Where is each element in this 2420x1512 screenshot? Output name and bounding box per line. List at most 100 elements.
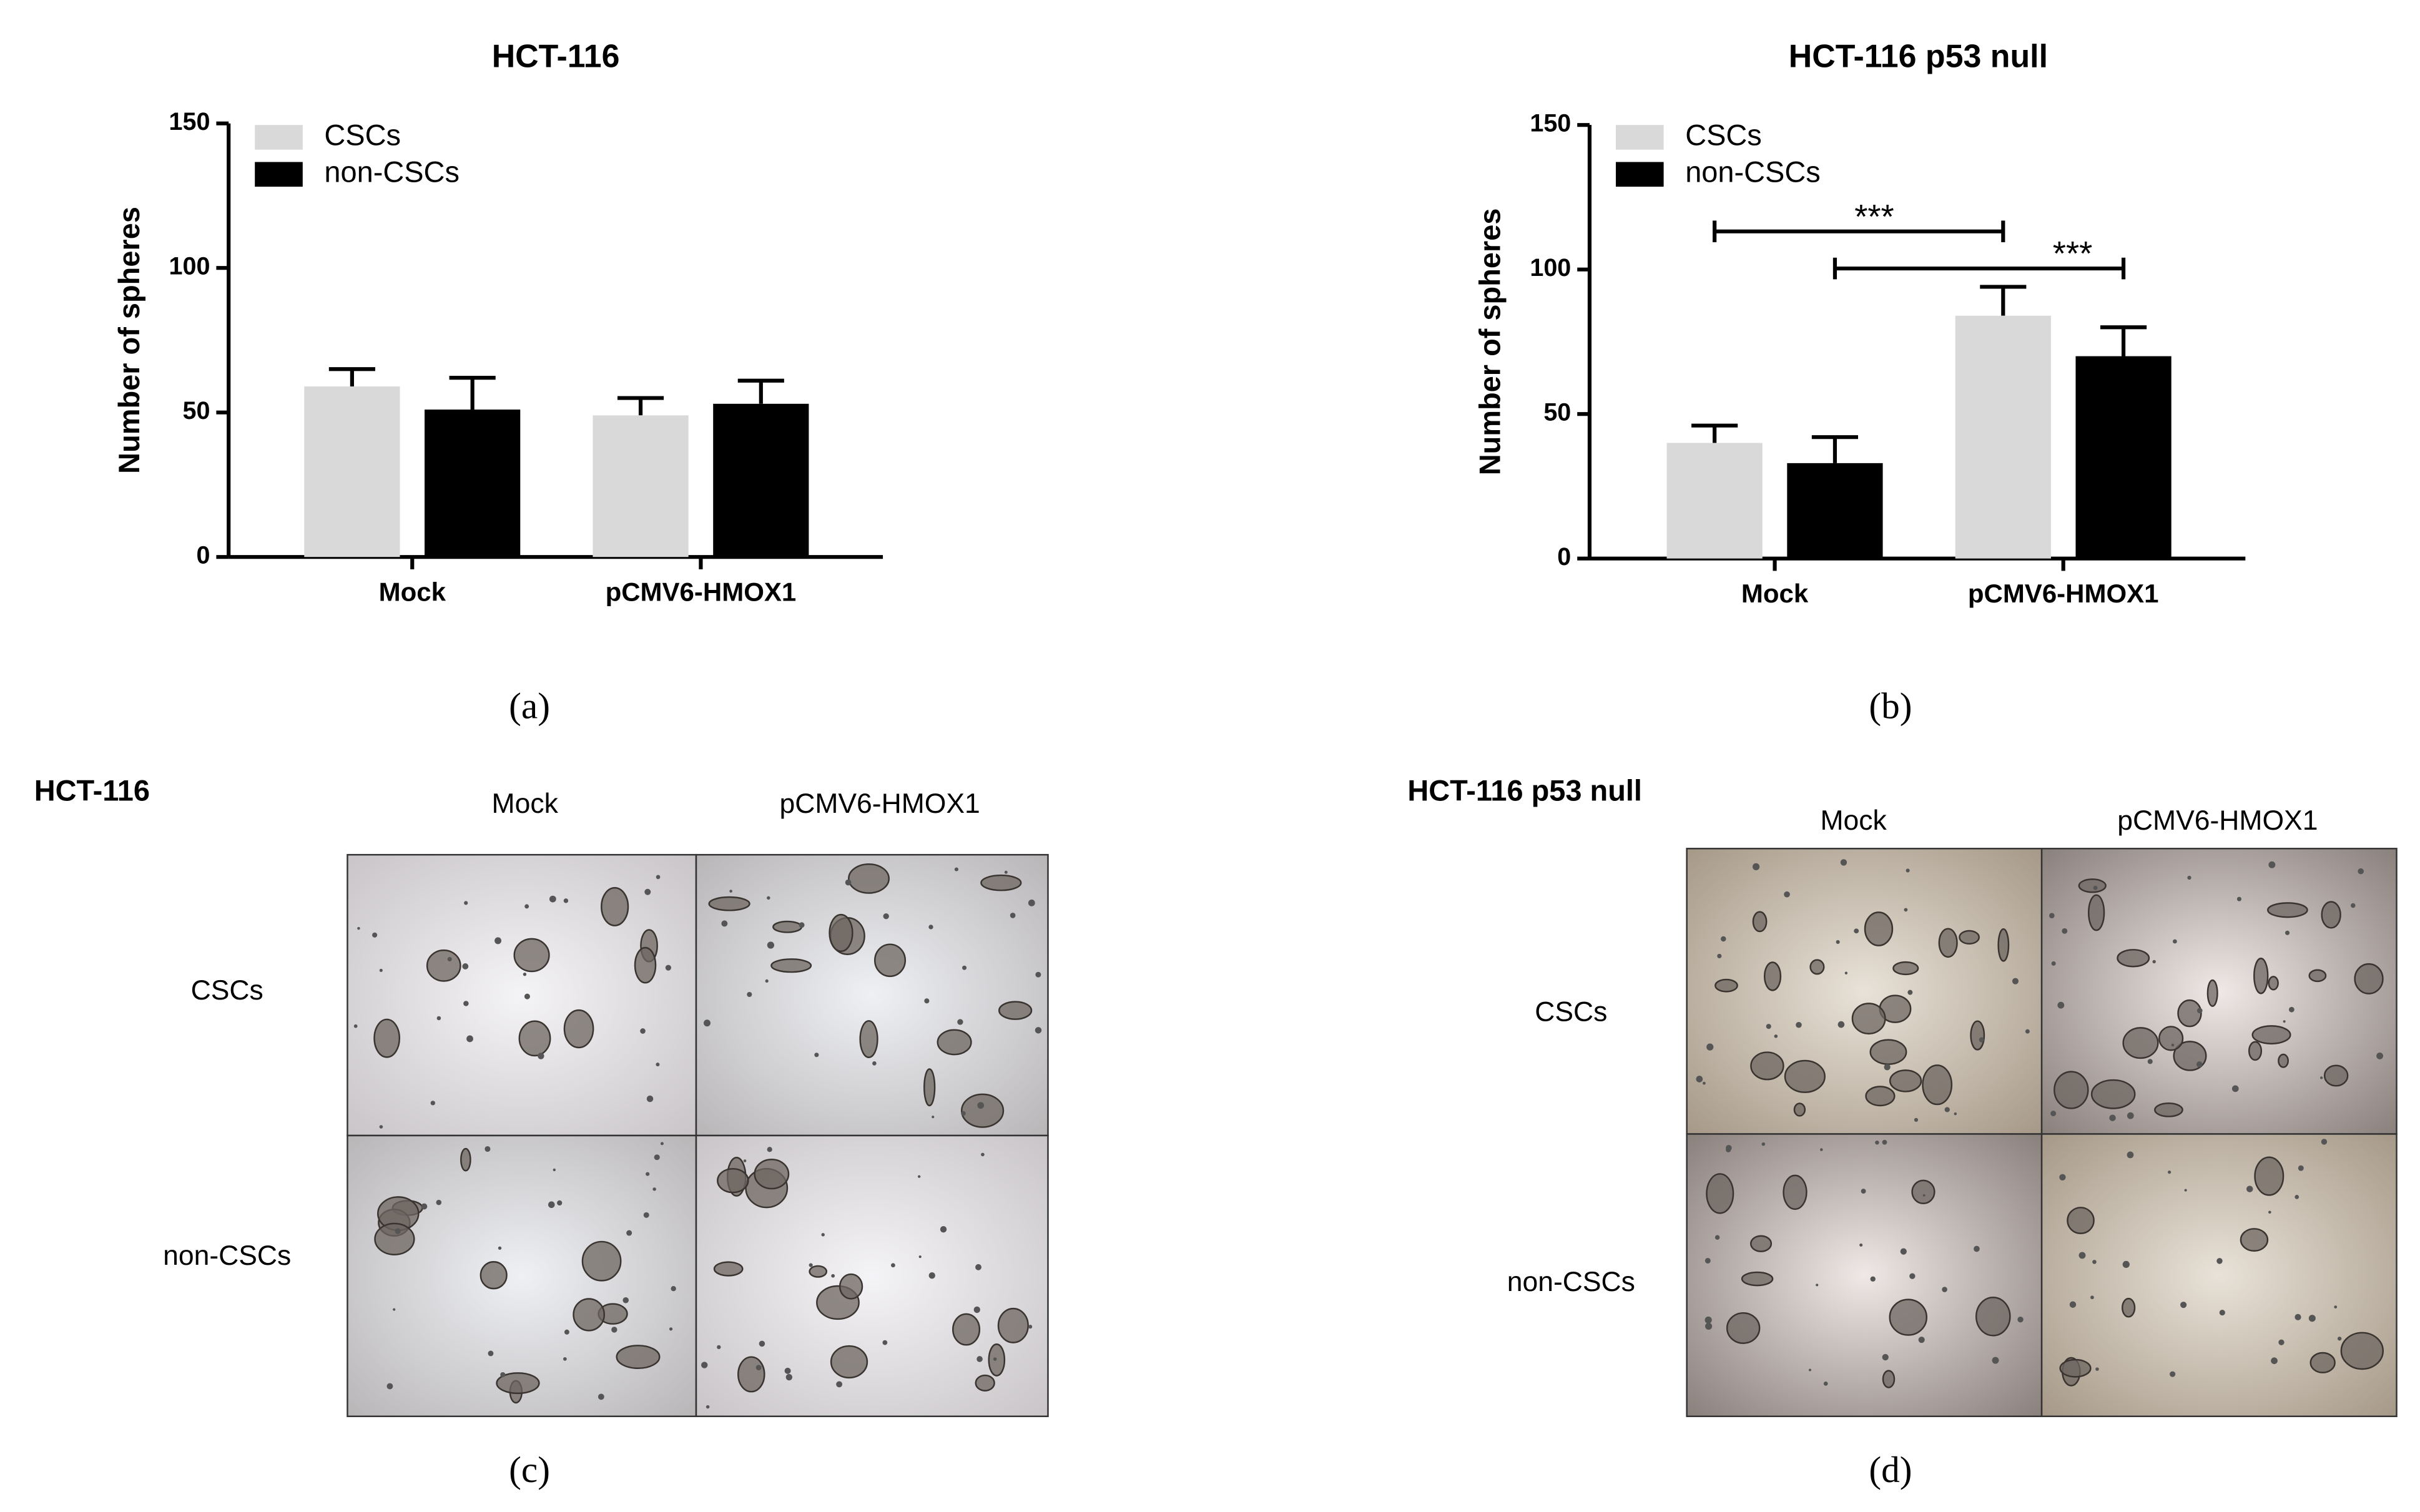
cell-cluster xyxy=(937,1029,972,1056)
debris xyxy=(765,979,769,983)
cell-cluster xyxy=(1938,928,1958,958)
debris xyxy=(372,932,378,938)
column-label: pCMV6-HMOX1 xyxy=(779,788,980,819)
debris xyxy=(1882,1353,1889,1361)
debris xyxy=(484,1146,491,1152)
debris xyxy=(357,926,360,930)
debris xyxy=(706,1405,710,1409)
debris xyxy=(872,1061,877,1066)
debris xyxy=(2337,1337,2342,1341)
cell-cluster xyxy=(1975,1296,2011,1337)
y-tick-label: 150 xyxy=(169,108,210,135)
chart-title: HCT-116 p53 null xyxy=(1789,38,2048,74)
significance-bracket xyxy=(1832,257,2126,280)
debris xyxy=(2187,875,2191,880)
cell-cluster xyxy=(713,1261,744,1277)
debris xyxy=(2271,1357,2278,1365)
y-tick-label: 0 xyxy=(197,542,210,569)
debris xyxy=(799,922,805,928)
debris xyxy=(2231,1085,2239,1092)
panel-label: (b) xyxy=(1869,685,1912,726)
debris xyxy=(2358,868,2364,875)
debris xyxy=(1837,1021,1845,1028)
debris xyxy=(563,1357,567,1361)
cell-cluster xyxy=(754,1158,790,1190)
cell-cluster xyxy=(830,1345,868,1379)
debris xyxy=(767,1147,772,1152)
debris xyxy=(891,1263,895,1268)
debris xyxy=(463,1001,469,1006)
debris xyxy=(2050,1111,2057,1117)
y-tick-label: 50 xyxy=(1543,399,1571,426)
cell-cluster xyxy=(1959,930,1980,945)
debris xyxy=(660,1142,664,1146)
cell-cluster xyxy=(988,1343,1006,1377)
debris xyxy=(2049,913,2055,919)
debris xyxy=(975,1264,981,1270)
cell-cluster xyxy=(480,1261,508,1290)
cell-cluster xyxy=(426,949,461,982)
cell-cluster xyxy=(2054,1071,2089,1109)
micrograph xyxy=(2040,1133,2398,1418)
debris xyxy=(669,1327,673,1331)
debris xyxy=(436,1016,441,1021)
debris xyxy=(466,1035,473,1043)
micrograph xyxy=(695,853,1049,1137)
debris xyxy=(940,1226,947,1233)
micrograph-title: HCT-116 xyxy=(34,774,150,807)
debris xyxy=(1909,1273,1916,1279)
debris xyxy=(1706,1043,1714,1051)
micrograph xyxy=(1686,1133,2043,1418)
cell-cluster xyxy=(1750,1235,1773,1252)
bar xyxy=(713,403,809,557)
debris xyxy=(2295,1313,2301,1320)
row-label: non-CSCs xyxy=(163,1240,291,1271)
debris xyxy=(2078,1252,2086,1259)
column-label: pCMV6-HMOX1 xyxy=(2117,805,2318,836)
debris xyxy=(2092,1260,2097,1264)
debris xyxy=(932,1116,935,1119)
debris xyxy=(1979,1037,1984,1043)
debris xyxy=(1704,1257,1711,1264)
cell-cluster xyxy=(1882,1370,1896,1388)
debris xyxy=(883,913,889,920)
debris xyxy=(721,920,728,927)
micrograph xyxy=(1686,848,2043,1135)
debris xyxy=(1907,989,1913,995)
debris xyxy=(2319,1076,2323,1079)
debris xyxy=(2298,1165,2304,1171)
debris xyxy=(436,1199,442,1205)
y-tick-label: 100 xyxy=(169,253,210,280)
debris xyxy=(665,965,672,971)
debris xyxy=(1726,1147,1731,1152)
panel-label: (c) xyxy=(509,1449,550,1490)
debris xyxy=(814,1053,819,1058)
debris xyxy=(1761,1142,1766,1146)
debris xyxy=(831,1274,835,1278)
cell-cluster xyxy=(737,1356,765,1393)
cell-cluster xyxy=(997,1307,1029,1343)
micrograph xyxy=(347,853,697,1137)
debris xyxy=(701,1362,708,1368)
debris xyxy=(1875,1140,1879,1145)
legend-swatch xyxy=(255,162,303,187)
debris xyxy=(500,1372,506,1378)
debris xyxy=(993,1357,997,1361)
legend-swatch xyxy=(1615,162,1664,187)
cell-cluster xyxy=(2321,901,2341,929)
debris xyxy=(598,1393,604,1400)
debris xyxy=(549,895,556,903)
cell-cluster xyxy=(373,1018,401,1058)
debris xyxy=(2127,1151,2134,1159)
y-axis-label: Number of spheres xyxy=(112,207,145,474)
cell-cluster xyxy=(859,1020,878,1058)
debris xyxy=(1766,1024,1771,1029)
cell-cluster xyxy=(2122,1297,2136,1318)
debris xyxy=(767,941,775,949)
cell-cluster xyxy=(2078,878,2107,893)
debris xyxy=(2095,1367,2099,1371)
cell-cluster xyxy=(2154,1102,2183,1117)
debris xyxy=(2334,1305,2338,1309)
debris xyxy=(2090,1295,2094,1300)
cell-cluster xyxy=(923,1068,936,1107)
